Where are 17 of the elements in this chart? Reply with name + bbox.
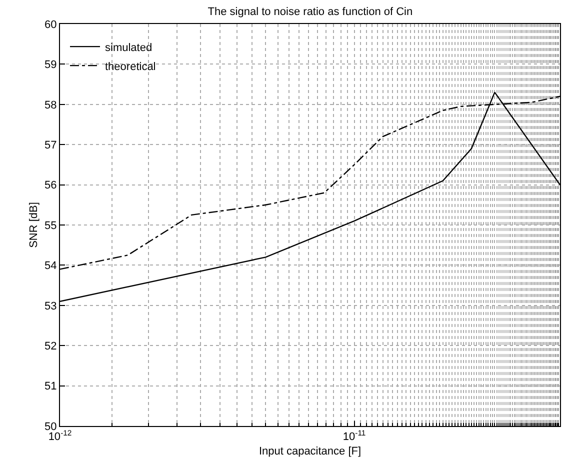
y-tick-label: 56 [44, 180, 57, 192]
y-tick-label: 54 [44, 260, 57, 272]
y-axis-title: SNR [dB] [28, 202, 40, 248]
y-tick-label: 55 [44, 220, 57, 232]
y-tick-label: 57 [44, 139, 57, 152]
y-tick-label: 58 [44, 99, 57, 112]
x-axis-title: Input capacitance [F] [258, 445, 362, 458]
y-tick-label: 53 [44, 300, 57, 312]
chart-title: The signal to noise ratio as function of Cin [208, 6, 413, 18]
legend-label: theoretical [105, 60, 156, 73]
y-tick-label: 51 [44, 380, 57, 393]
y-tick-label: 59 [44, 59, 57, 72]
legend-label: simulated [105, 42, 152, 54]
y-tick-label: 60 [44, 18, 57, 31]
y-tick-label: 50 [44, 420, 57, 433]
x-tick-label: 10$^{-11}$ [342, 428, 366, 444]
y-tick-label: 52 [44, 340, 57, 352]
